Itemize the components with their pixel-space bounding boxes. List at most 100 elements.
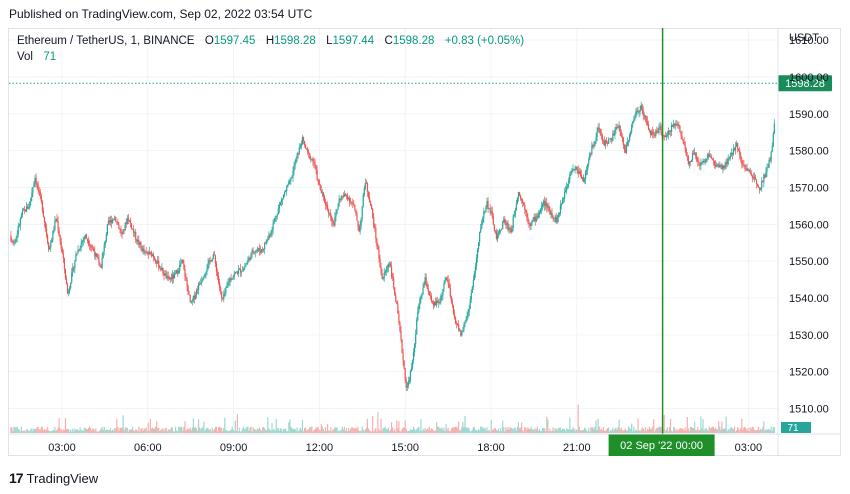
volume-bar <box>182 430 184 433</box>
volume-bar <box>247 426 249 433</box>
candle-body <box>400 330 402 340</box>
volume-bar <box>741 418 743 433</box>
volume-bar <box>630 429 632 433</box>
candle-body <box>594 141 596 145</box>
candle-body <box>23 209 26 211</box>
candle-body <box>156 262 158 264</box>
volume-bar <box>238 427 241 433</box>
legend: Ethereum / TetherUS, 1, BINANCE O1597.45… <box>17 33 524 65</box>
candle-body <box>290 177 292 181</box>
volume-bar <box>298 429 300 433</box>
candle-body <box>632 121 634 125</box>
volume-bar <box>695 429 697 433</box>
candle-body <box>329 213 331 214</box>
symbol-title[interactable]: Ethereum / TetherUS, 1, BINANCE <box>17 35 195 47</box>
candle-body <box>517 192 520 199</box>
volume-bar <box>319 430 321 433</box>
candle-body <box>97 256 99 260</box>
volume-bar <box>320 423 322 433</box>
last-price-tag <box>778 75 832 92</box>
candle-body <box>733 148 736 150</box>
volume-bar <box>203 421 205 433</box>
candle-body <box>331 217 333 222</box>
candle-body <box>270 232 272 236</box>
candle-body <box>332 221 334 224</box>
candle-body <box>758 186 760 188</box>
candle-body <box>643 115 645 117</box>
volume-bar <box>109 428 112 433</box>
candle-body <box>689 161 692 163</box>
candle-body <box>713 160 716 165</box>
candle-body <box>443 283 445 289</box>
candle-body <box>231 278 233 280</box>
volume-bar <box>100 428 102 433</box>
volume-bar <box>116 419 118 433</box>
candle-body <box>169 277 171 280</box>
candle-body <box>213 254 215 256</box>
volume-bar <box>207 428 209 433</box>
candle-body <box>333 223 335 226</box>
volume-bar <box>345 427 348 433</box>
volume-bar <box>431 428 434 433</box>
volume-bar <box>623 429 625 433</box>
candle-body <box>475 258 478 267</box>
volume-bar <box>452 426 455 433</box>
candle-body <box>229 278 231 282</box>
volume-bar <box>376 431 378 433</box>
volume-bar <box>464 416 466 433</box>
volume-bar <box>245 428 247 433</box>
candle-body <box>656 130 658 132</box>
volume-bar <box>769 430 771 433</box>
candle-body <box>41 201 43 211</box>
volume-bar <box>40 427 42 433</box>
candle-body <box>673 123 675 127</box>
candle-body <box>345 195 348 196</box>
volume-label[interactable]: Vol <box>17 51 33 63</box>
candle-body <box>233 273 235 277</box>
candle-body <box>228 281 230 284</box>
volume-bar <box>460 429 462 433</box>
volume-bar <box>81 430 83 433</box>
volume-bar <box>450 428 452 433</box>
time-tick-label: 03:00 <box>735 442 763 454</box>
volume-bar <box>229 430 231 433</box>
candle-body <box>460 329 462 336</box>
candle-body <box>207 263 209 270</box>
candle-body <box>84 234 86 238</box>
volume-bar <box>248 430 250 433</box>
candle-body <box>743 164 745 166</box>
candle-body <box>18 225 20 227</box>
candle-body <box>214 255 216 264</box>
candle-body <box>504 219 506 224</box>
volume-bar <box>382 427 384 433</box>
volume-bar <box>342 429 344 433</box>
volume-bar <box>168 429 170 433</box>
candle-body <box>202 278 204 281</box>
candle-body <box>568 179 570 184</box>
volume-bar <box>346 431 349 433</box>
candle-body <box>17 226 19 235</box>
volume-bar <box>293 428 295 433</box>
volume-bar <box>473 427 476 433</box>
candle-body <box>680 131 682 136</box>
volume-bar <box>567 429 569 433</box>
candle-body <box>624 149 627 153</box>
volume-bar <box>143 428 145 433</box>
candle-body <box>429 295 431 297</box>
volume-bar <box>95 428 97 433</box>
candle-body <box>90 245 92 247</box>
volume-bar <box>514 427 516 433</box>
volume-bar <box>702 419 704 433</box>
candle-body <box>712 159 715 161</box>
candle-body <box>393 277 395 288</box>
candle-body <box>473 273 476 280</box>
candle-body <box>718 164 720 168</box>
volume-bar <box>547 419 549 433</box>
candle-body <box>362 194 364 207</box>
volume-bar <box>155 426 157 433</box>
candle-body <box>384 271 386 274</box>
volume-bar <box>455 426 458 433</box>
volume-bar <box>134 431 136 433</box>
volume-bar <box>672 431 674 433</box>
